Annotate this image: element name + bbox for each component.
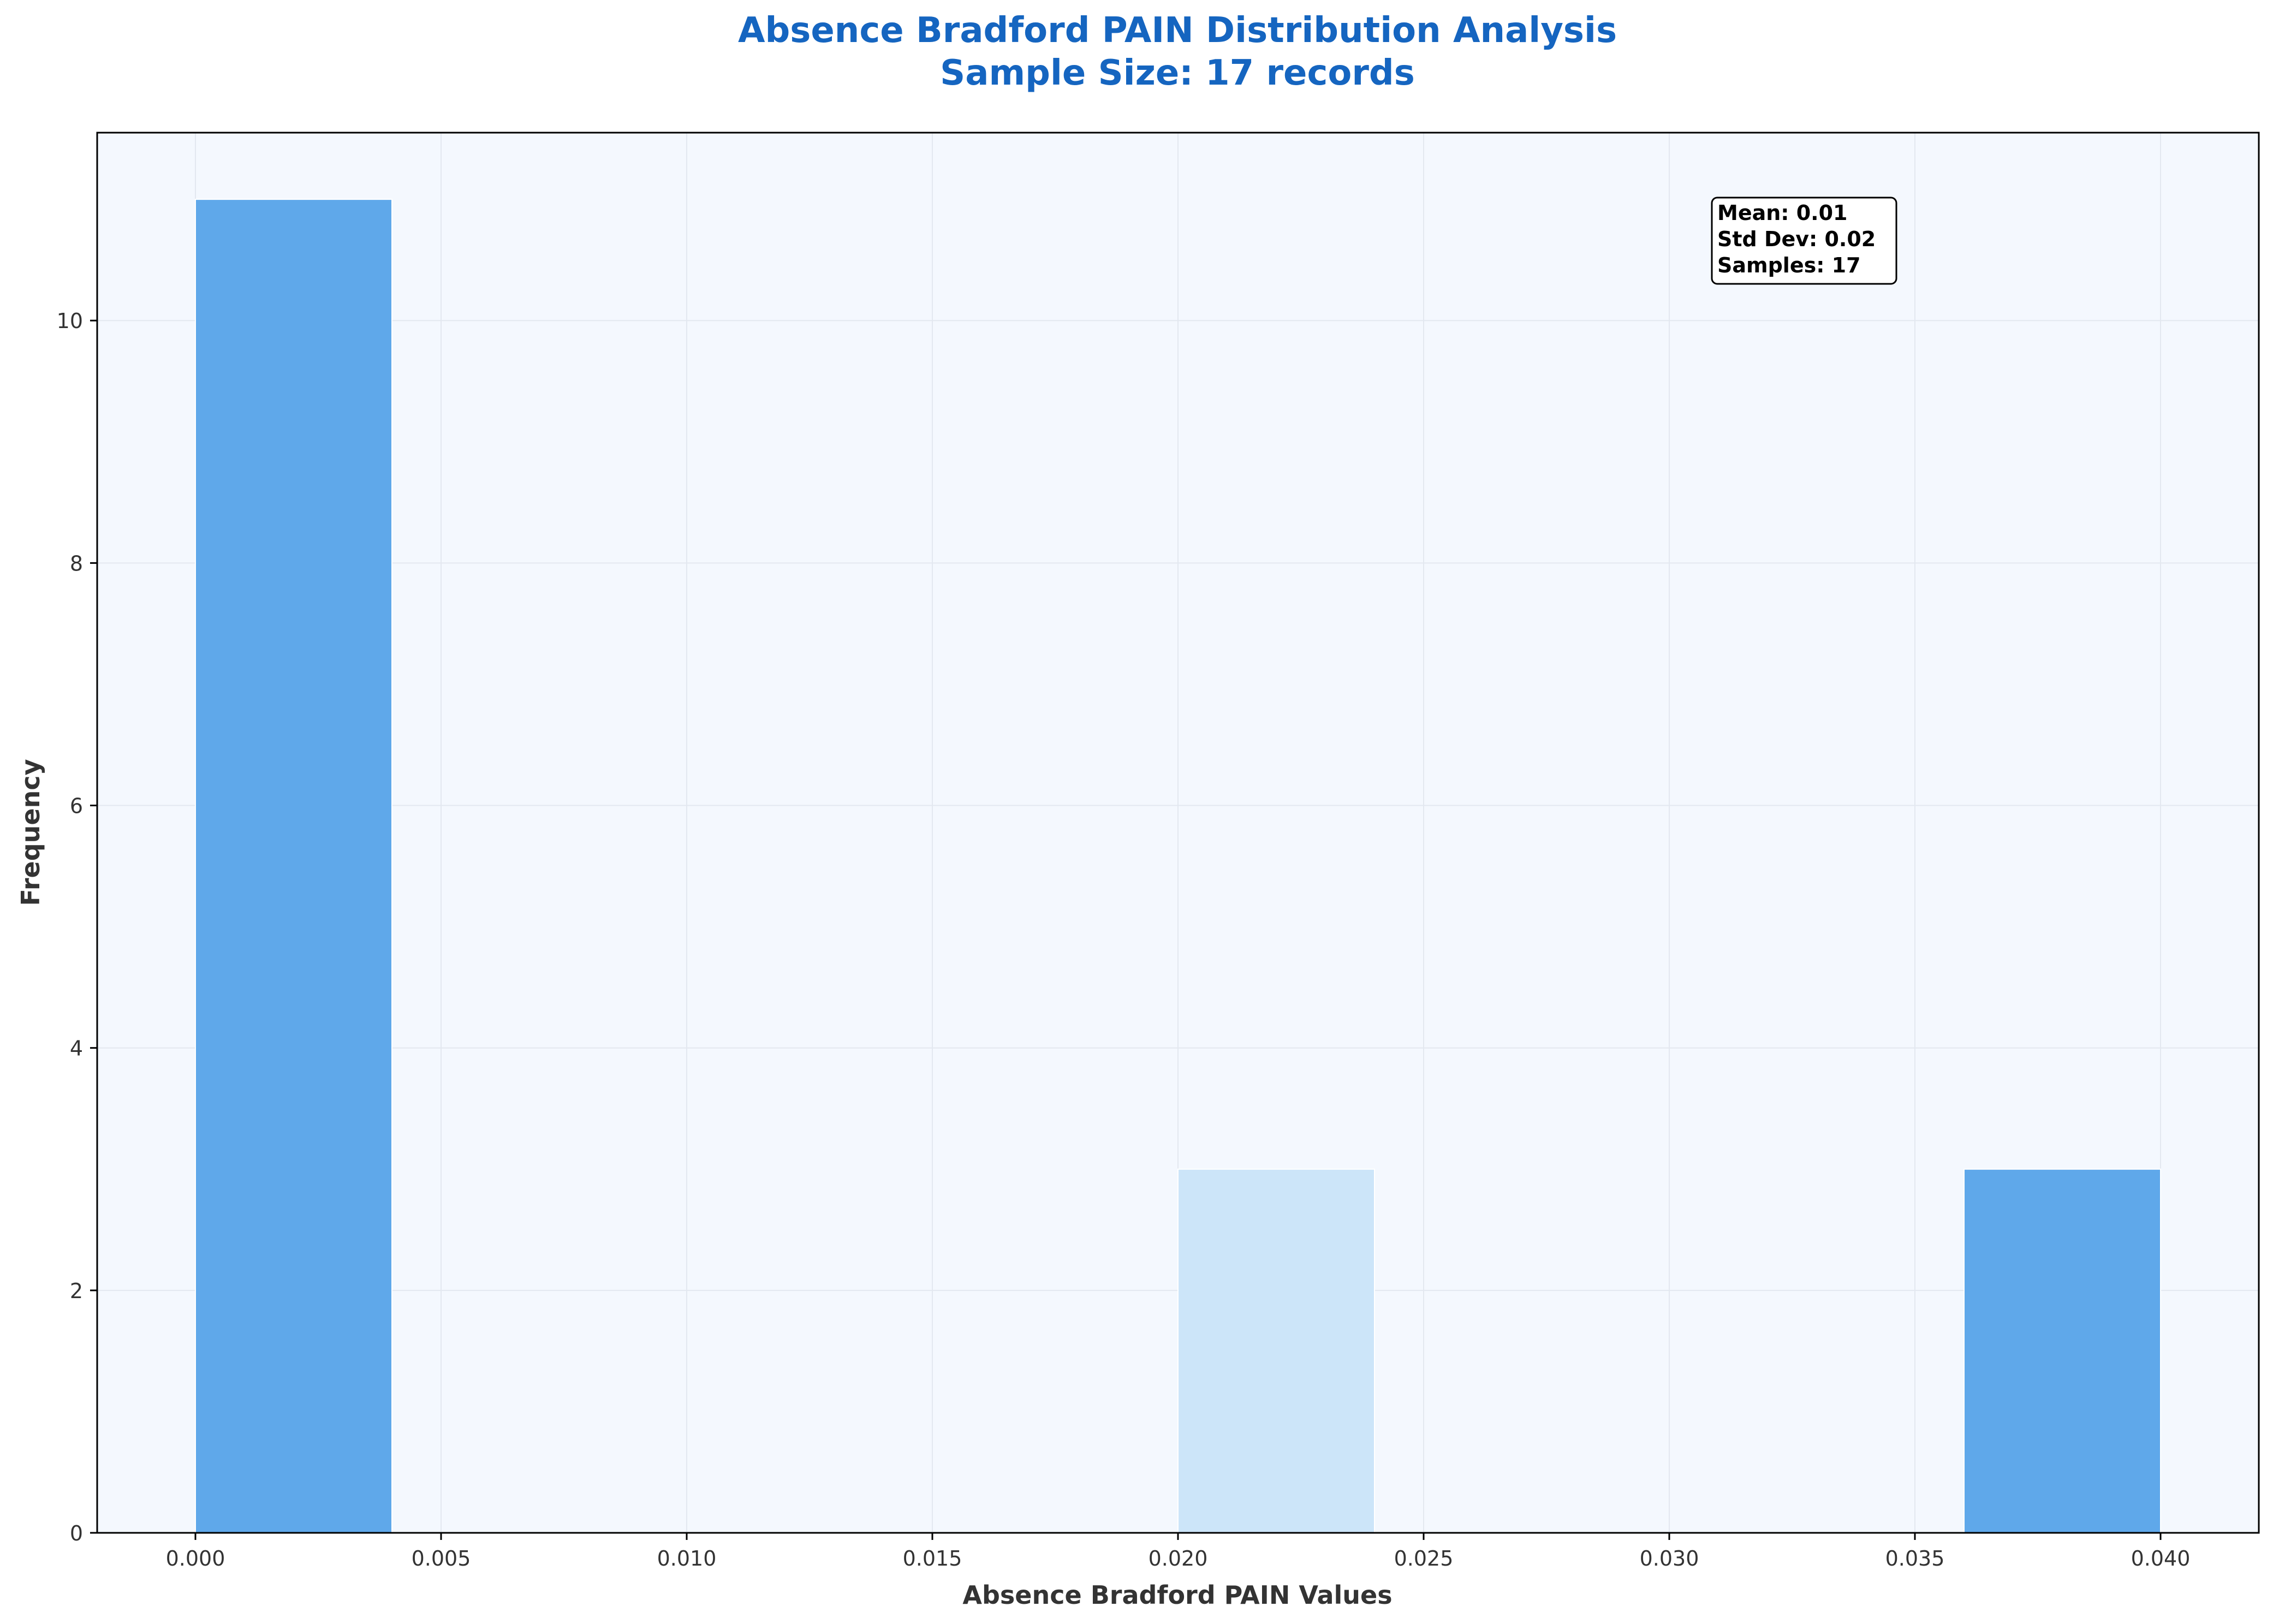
x-tick-label-5: 0.025 xyxy=(1394,1546,1454,1571)
y-tick-label-4: 8 xyxy=(70,551,83,575)
y-axis-ticks: 0 2 4 6 8 10 xyxy=(57,309,97,1545)
histogram-bar-5 xyxy=(1177,1168,1375,1533)
y-axis-label: Frequency xyxy=(16,759,45,906)
x-axis-label: Absence Bradford PAIN Values xyxy=(962,1580,1392,1610)
x-tick-label-4: 0.020 xyxy=(1149,1546,1208,1571)
stats-box-frame xyxy=(1711,197,1897,285)
x-tick-label-0: 0.000 xyxy=(166,1546,225,1571)
stats-box: Mean: 0.01 Std Dev: 0.02 Samples: 17 xyxy=(1711,197,1897,285)
y-tick-label-0: 0 xyxy=(70,1521,83,1545)
x-tick-label-3: 0.015 xyxy=(903,1546,962,1571)
chart-title: Absence Bradford PAIN Distribution Analy… xyxy=(738,10,1617,51)
y-tick-label-5: 10 xyxy=(57,309,83,333)
histogram-bar-9 xyxy=(1963,1168,2161,1533)
x-axis-ticks: 0.000 0.005 0.010 0.015 0.020 0.025 0.030 0.035… xyxy=(166,1533,2191,1571)
stats-samples: Samples: 17 xyxy=(1717,253,1861,277)
y-tick-label-3: 6 xyxy=(70,794,83,818)
x-tick-label-7: 0.035 xyxy=(1885,1546,1945,1571)
histogram-bars xyxy=(195,199,2161,1534)
x-tick-label-1: 0.005 xyxy=(412,1546,471,1571)
y-tick-label-2: 4 xyxy=(70,1037,83,1061)
x-tick-label-8: 0.040 xyxy=(2131,1546,2191,1571)
y-tick-label-1: 2 xyxy=(70,1279,83,1303)
stats-std-dev: Std Dev: 0.02 xyxy=(1717,227,1876,251)
x-tick-label-2: 0.010 xyxy=(657,1546,717,1571)
stats-mean: Mean: 0.01 xyxy=(1717,201,1847,225)
chart-subtitle: Sample Size: 17 records xyxy=(940,53,1415,93)
histogram-bar-0 xyxy=(195,199,392,1534)
x-tick-label-6: 0.030 xyxy=(1640,1546,1699,1571)
